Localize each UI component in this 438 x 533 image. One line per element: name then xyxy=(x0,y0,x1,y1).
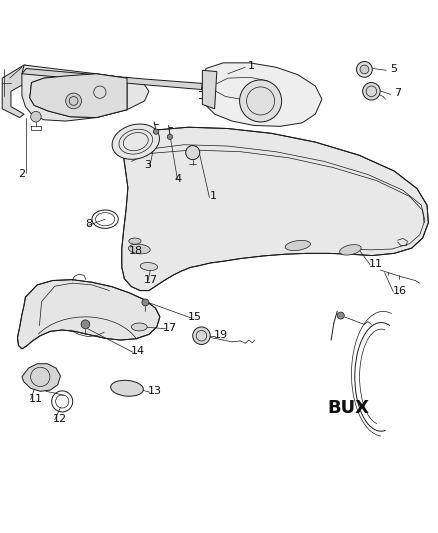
Circle shape xyxy=(153,129,159,134)
Ellipse shape xyxy=(285,240,311,251)
Ellipse shape xyxy=(129,238,141,244)
Text: 2: 2 xyxy=(18,168,25,179)
Text: 12: 12 xyxy=(53,414,67,424)
Circle shape xyxy=(360,65,369,74)
Polygon shape xyxy=(18,280,160,349)
Circle shape xyxy=(186,146,200,159)
Circle shape xyxy=(357,61,372,77)
Circle shape xyxy=(337,312,344,319)
Polygon shape xyxy=(122,127,428,290)
Ellipse shape xyxy=(131,323,147,331)
Polygon shape xyxy=(202,70,217,109)
Circle shape xyxy=(31,111,41,122)
Text: 15: 15 xyxy=(187,312,201,322)
Text: 11: 11 xyxy=(28,394,42,404)
Ellipse shape xyxy=(111,380,143,396)
Polygon shape xyxy=(202,63,322,126)
Text: 14: 14 xyxy=(131,346,145,357)
Text: 1: 1 xyxy=(247,61,254,71)
Text: 17: 17 xyxy=(163,323,177,333)
Polygon shape xyxy=(22,65,149,121)
Ellipse shape xyxy=(339,245,361,255)
Polygon shape xyxy=(2,65,46,118)
Circle shape xyxy=(142,299,149,306)
Polygon shape xyxy=(22,69,202,90)
Polygon shape xyxy=(22,364,60,391)
Ellipse shape xyxy=(128,244,150,254)
Text: 5: 5 xyxy=(390,64,397,75)
Text: 11: 11 xyxy=(369,259,383,269)
Text: 13: 13 xyxy=(148,386,162,397)
Circle shape xyxy=(240,80,282,122)
Text: 1: 1 xyxy=(210,191,217,201)
Text: 17: 17 xyxy=(144,274,158,285)
Text: 19: 19 xyxy=(214,330,228,340)
Text: 18: 18 xyxy=(129,246,143,256)
Text: 7: 7 xyxy=(394,88,401,99)
Circle shape xyxy=(66,93,81,109)
Ellipse shape xyxy=(112,124,159,159)
Circle shape xyxy=(81,320,90,329)
Text: 4: 4 xyxy=(174,174,181,184)
Text: 3: 3 xyxy=(145,160,152,170)
Ellipse shape xyxy=(140,262,158,271)
Text: 16: 16 xyxy=(392,286,406,296)
Circle shape xyxy=(167,134,173,140)
Circle shape xyxy=(363,83,380,100)
Text: 8: 8 xyxy=(85,220,92,229)
Polygon shape xyxy=(30,74,127,118)
Circle shape xyxy=(193,327,210,344)
Text: BUX: BUX xyxy=(328,399,370,416)
